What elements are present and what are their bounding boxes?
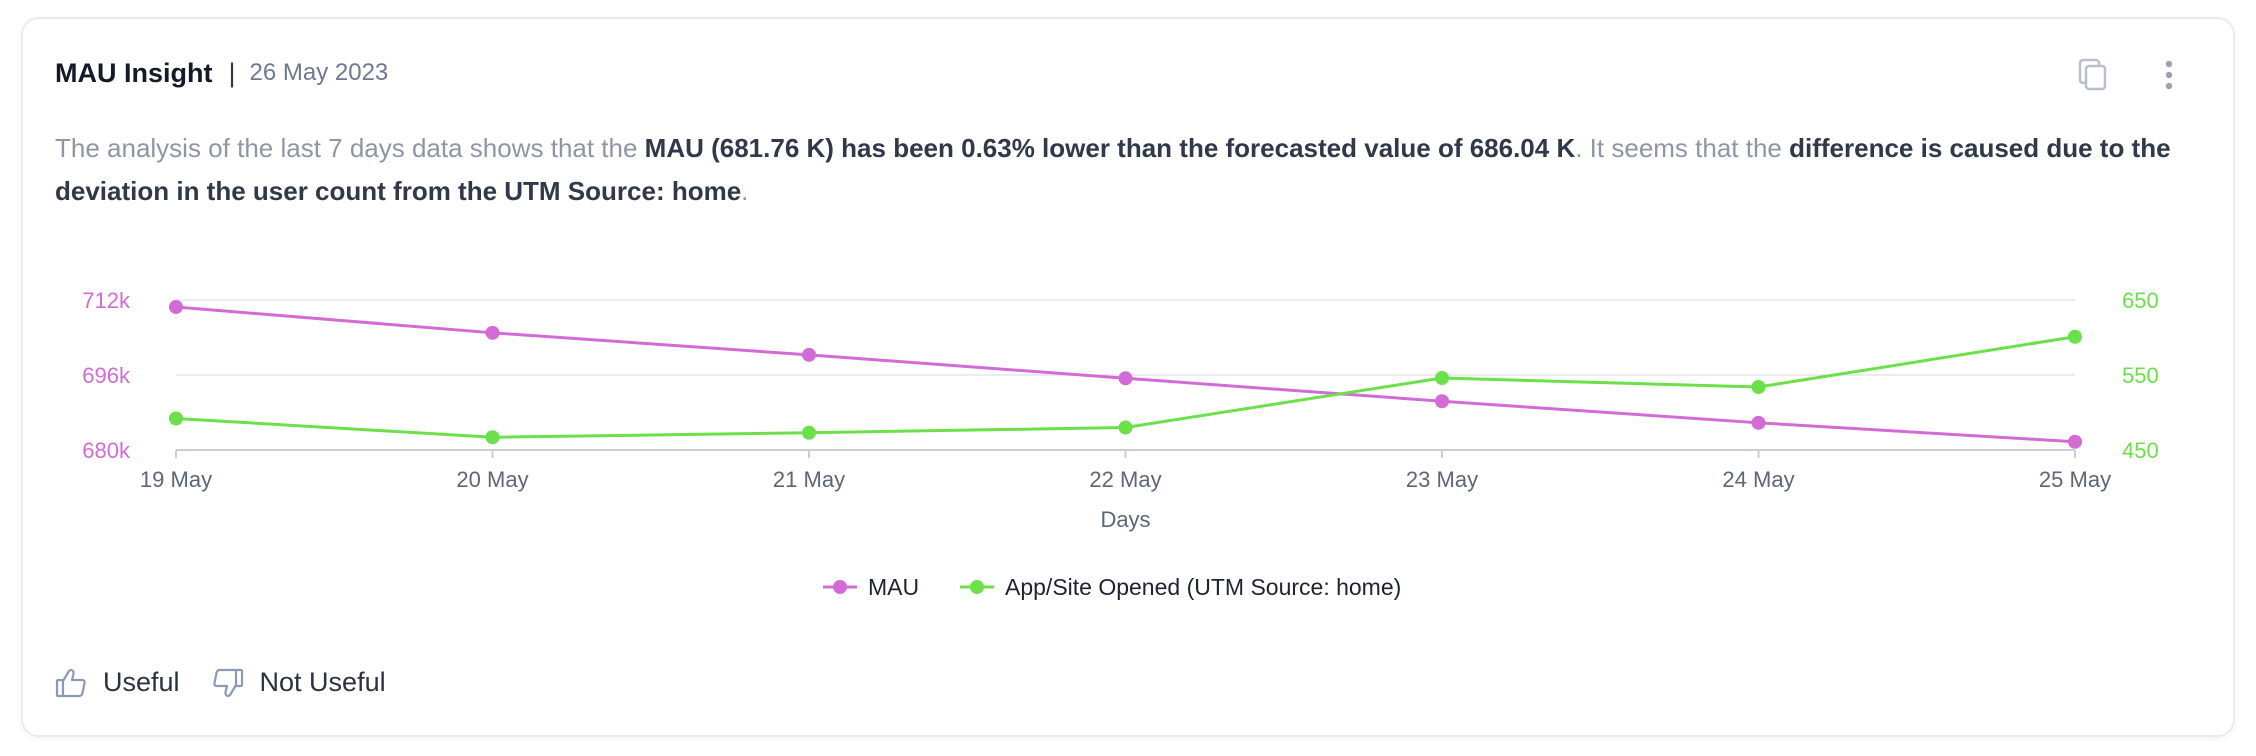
y-left-tick-label: 696k [82, 363, 131, 388]
legend-swatch-dot [833, 580, 847, 594]
series-0-point [802, 347, 816, 362]
series-1-point [1751, 380, 1766, 394]
series-0-point [485, 325, 500, 340]
x-tick-label: 22 May [1089, 467, 1161, 492]
mau-line-chart: 680k 696k 712k 450 550 650 19 May 20 May 21 May 2… [82, 288, 2159, 600]
thumbs-up-icon [55, 668, 86, 697]
legend-label-0: MAU [868, 574, 919, 600]
y-left-tick-label: 680k [82, 438, 131, 463]
series-1-point [1435, 371, 1449, 385]
series-1-point [485, 430, 500, 445]
series-1-point [1118, 420, 1133, 435]
y-right-tick-label: 550 [2122, 363, 2159, 388]
series-0-point [1751, 415, 1766, 430]
card-title: MAU Insight [55, 57, 213, 88]
card-header: MAU Insight | 26 May 2023 [55, 53, 388, 93]
y-right-tick-label: 650 [2122, 288, 2159, 313]
series-0-point [1435, 394, 1449, 409]
useful-button[interactable]: Useful [55, 667, 180, 698]
thumbs-down-icon [212, 668, 243, 697]
not-useful-button[interactable]: Not Useful [212, 667, 386, 698]
useful-label: Useful [103, 667, 180, 697]
x-tick-label: 21 May [773, 467, 845, 492]
series-0-point [2068, 434, 2082, 449]
legend-swatch-dot [970, 580, 984, 594]
more-vertical-icon [2165, 60, 2173, 90]
more-options-button[interactable] [2149, 55, 2189, 95]
card-date: 26 May 2023 [249, 59, 389, 86]
title-separator: | [228, 57, 236, 88]
summary-text-3: . [741, 176, 749, 206]
series-0-point [169, 300, 183, 315]
summary-text-1: The analysis of the last 7 days data sho… [55, 133, 645, 163]
x-tick-label: 23 May [1406, 467, 1478, 492]
x-tick-label: 19 May [140, 467, 212, 492]
x-tick-label: 24 May [1722, 467, 1794, 492]
card-actions [2073, 55, 2189, 95]
series-1-point [802, 425, 816, 440]
series-0-point [1118, 371, 1133, 386]
series-1-point [2068, 329, 2082, 344]
y-left-tick-label: 712k [82, 288, 131, 313]
feedback-bar: Useful Not Useful [55, 667, 418, 698]
legend-label-1: App/Site Opened (UTM Source: home) [1005, 574, 1401, 600]
summary-highlight-2: difference is caused due to the deviatio… [55, 133, 2171, 206]
insight-summary: The analysis of the last 7 days data sho… [55, 127, 2225, 213]
copy-icon [2078, 58, 2107, 91]
summary-highlight-1: MAU (681.76 K) has been 0.63% lower than… [644, 133, 1576, 163]
series-1-point [169, 411, 183, 426]
copy-button[interactable] [2073, 55, 2113, 95]
x-tick-label: 25 May [2039, 467, 2111, 492]
not-useful-label: Not Useful [259, 667, 386, 697]
summary-text-2: . It seems that the [1575, 133, 1790, 163]
x-axis-label: Days [1100, 507, 1150, 532]
x-tick-label: 20 May [456, 467, 528, 492]
insight-card: MAU Insight | 26 May 2023 The analysis o… [21, 17, 2235, 737]
y-right-tick-label: 450 [2122, 438, 2159, 463]
